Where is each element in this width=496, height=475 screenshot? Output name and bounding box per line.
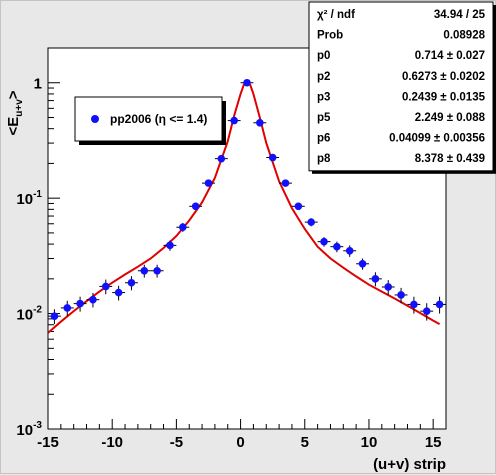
data-point-group	[304, 218, 318, 227]
data-point	[410, 300, 418, 309]
data-point-group	[356, 258, 369, 270]
data-point-group	[394, 287, 408, 304]
x-axis-title: (u+v) strip	[373, 456, 446, 473]
data-point-group	[163, 240, 177, 251]
data-point	[191, 202, 200, 211]
data-point	[166, 241, 174, 250]
stats-row-value: 34.94 / 25	[434, 9, 486, 21]
data-point-group	[240, 78, 254, 87]
data-point	[217, 154, 226, 163]
data-point	[397, 291, 405, 299]
data-point	[140, 266, 149, 275]
data-point	[371, 275, 380, 283]
y-axis-title: <Eu+v>	[5, 90, 25, 135]
data-point	[101, 282, 110, 291]
data-point	[63, 304, 72, 312]
data-point	[230, 116, 238, 125]
data-point-group	[99, 279, 113, 295]
y-tick-label: 10-3	[16, 420, 42, 439]
stats-row-value: 2.249 ± 0.088	[415, 112, 486, 124]
stats-row-label: p6	[317, 133, 330, 145]
data-point	[294, 202, 303, 211]
stats-row-label: p3	[317, 91, 330, 103]
data-point	[50, 312, 59, 320]
stats-panel	[308, 1, 494, 172]
data-point-group	[368, 272, 382, 287]
data-point	[307, 218, 315, 226]
data-point-group	[137, 264, 151, 278]
data-point-group	[227, 116, 241, 125]
legend-marker	[91, 115, 99, 123]
data-point	[243, 78, 251, 87]
data-point-group	[279, 179, 292, 187]
data-point-group	[381, 280, 395, 295]
data-point	[179, 223, 187, 232]
data-point	[268, 153, 277, 162]
data-point-group	[407, 296, 421, 314]
data-point	[281, 179, 290, 187]
x-tick-label: -5	[170, 434, 183, 451]
data-point	[153, 266, 161, 275]
legend-box	[74, 96, 223, 142]
data-point	[320, 237, 328, 246]
data-point-group	[150, 264, 164, 278]
data-point-group	[202, 179, 215, 187]
stats-row-value: 8.378 ± 0.439	[415, 153, 485, 165]
x-tick-label: 0	[236, 434, 244, 451]
x-tick-label: -10	[101, 434, 123, 451]
stats-row-label: p0	[317, 50, 330, 62]
data-point-group	[48, 309, 61, 325]
legend-label: pp2006 (η <= 1.4)	[110, 112, 207, 126]
stats-row-label: p2	[317, 71, 330, 83]
data-point-group	[214, 154, 228, 163]
stats-row-label: p5	[317, 112, 331, 124]
stats-row-value: 0.2439 ± 0.0135	[402, 91, 486, 103]
data-point-group	[330, 241, 344, 253]
data-point	[435, 300, 444, 309]
data-point-group	[112, 285, 126, 301]
data-point	[333, 242, 341, 251]
x-tick-label: 5	[301, 434, 309, 451]
x-tick-label: 10	[361, 434, 378, 451]
data-point-group	[343, 245, 357, 257]
data-point	[76, 299, 84, 308]
data-point-group	[73, 296, 87, 312]
data-point-group	[317, 237, 331, 247]
stats-row-label: Prob	[317, 30, 343, 42]
data-point-group	[433, 296, 446, 314]
stats-row-value: 0.6273 ± 0.0202	[402, 71, 485, 83]
y-tick-label: 10-1	[16, 189, 42, 208]
data-point	[345, 246, 354, 255]
data-point-group	[60, 300, 74, 317]
x-tick-label: -15	[37, 434, 59, 451]
data-point	[358, 259, 367, 268]
stats-row-value: 0.714 ± 0.027	[415, 50, 485, 62]
data-point-group	[86, 292, 100, 308]
stats-row-label: p8	[317, 153, 331, 165]
data-point	[127, 278, 136, 287]
legend: pp2006 (η <= 1.4)	[74, 96, 226, 145]
data-point	[204, 179, 213, 187]
data-point	[422, 307, 431, 315]
data-point-group	[420, 303, 434, 321]
data-point	[384, 283, 393, 291]
data-point-group	[176, 222, 190, 232]
y-tick-label: 1	[34, 76, 42, 93]
data-point	[89, 295, 97, 304]
data-point-group	[291, 202, 305, 211]
y-tick-label: 10-2	[16, 305, 42, 324]
x-tick-label: 15	[425, 434, 442, 451]
data-point	[256, 118, 264, 127]
stats-row-value: 0.04099 ± 0.00356	[389, 133, 485, 145]
data-point-group	[253, 118, 267, 127]
data-point-group	[266, 153, 280, 162]
stats-row-label: χ² / ndf	[317, 9, 355, 21]
stats-row-value: 0.08928	[443, 30, 485, 42]
data-point	[114, 288, 123, 297]
data-point-group	[125, 276, 138, 291]
data-point-group	[189, 202, 203, 211]
stats-box: χ² / ndf 34.94 / 25 Prob 0.08928 p0 0.714 ± 0…	[308, 1, 496, 174]
